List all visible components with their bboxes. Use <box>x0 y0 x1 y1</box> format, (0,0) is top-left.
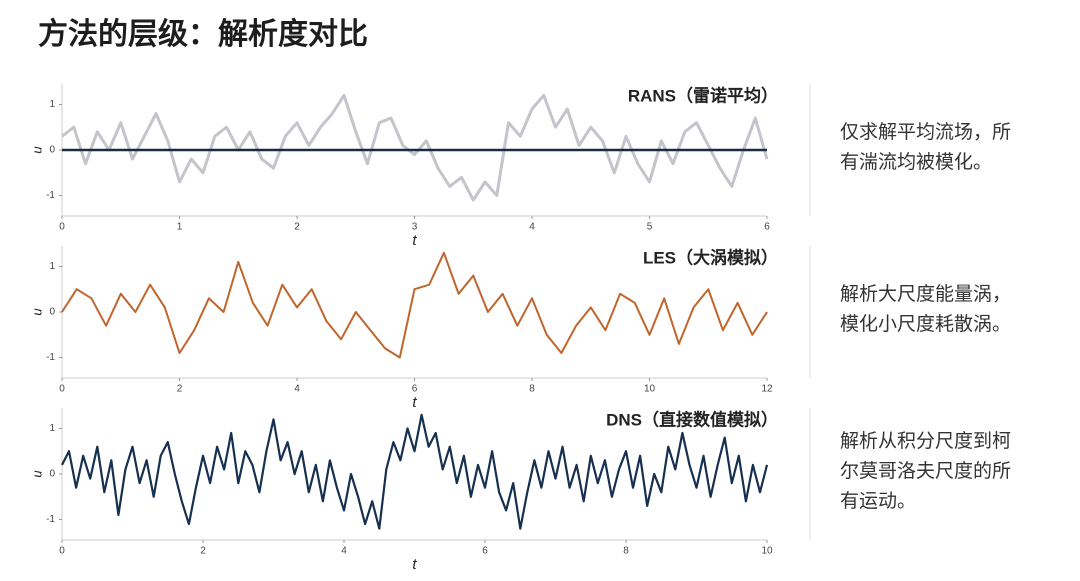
description-line: 解析从积分尺度到柯 <box>840 430 1011 452</box>
series-line <box>61 93 769 202</box>
y-axis-label: u <box>29 470 44 477</box>
x-tick-label: 4 <box>294 384 300 395</box>
y-tick-label: 1 <box>49 99 55 110</box>
y-tick-label: 0 <box>49 469 55 480</box>
slide-title: 方法的层级：解析度对比 <box>38 17 368 51</box>
x-tick-label: 2 <box>177 384 183 395</box>
chart-title: DNS（直接数值模拟） <box>606 409 778 429</box>
description-line: 仅求解平均流场，所 <box>840 121 1011 143</box>
description-line: 有运动。 <box>840 490 916 512</box>
x-tick-label: 12 <box>761 384 773 395</box>
y-tick-label: 1 <box>49 423 55 434</box>
x-tick-label: 8 <box>529 384 535 395</box>
y-tick-label: -1 <box>46 514 55 525</box>
description-line: 有湍流均被模化。 <box>840 151 992 173</box>
y-tick-label: 0 <box>49 307 55 318</box>
y-axis-label: u <box>29 308 44 315</box>
x-tick-label: 10 <box>761 546 773 557</box>
series-line <box>61 413 769 530</box>
x-tick-label: 6 <box>412 384 418 395</box>
y-tick-label: -1 <box>46 352 55 363</box>
y-tick-label: 0 <box>49 145 55 156</box>
x-tick-label: 6 <box>764 222 770 233</box>
x-tick-label: 0 <box>59 546 65 557</box>
chart-title: LES（大涡模拟） <box>643 247 778 267</box>
x-tick-label: 5 <box>647 222 653 233</box>
description-line: 解析大尺度能量涡， <box>840 283 1011 305</box>
y-tick-label: -1 <box>46 190 55 201</box>
y-tick-label: 1 <box>49 261 55 272</box>
x-tick-label: 10 <box>644 384 656 395</box>
chart-title: RANS（雷诺平均） <box>628 85 778 105</box>
y-axis-label: u <box>29 146 44 153</box>
x-axis-label: t <box>412 556 417 573</box>
x-tick-label: 2 <box>200 546 206 557</box>
x-tick-label: 0 <box>59 222 65 233</box>
x-tick-label: 0 <box>59 384 65 395</box>
description-line: 尔莫哥洛夫尺度的所 <box>840 460 1011 482</box>
x-tick-label: 2 <box>294 222 300 233</box>
x-tick-label: 3 <box>412 222 418 233</box>
x-tick-label: 1 <box>177 222 183 233</box>
x-tick-label: 4 <box>529 222 535 233</box>
x-tick-label: 4 <box>341 546 347 557</box>
x-axis-label: t <box>412 232 417 249</box>
x-axis-label: t <box>412 394 417 411</box>
series-line <box>61 251 768 359</box>
x-tick-label: 8 <box>623 546 629 557</box>
description-line: 模化小尺度耗散涡。 <box>840 313 1011 335</box>
x-tick-label: 6 <box>482 546 488 557</box>
